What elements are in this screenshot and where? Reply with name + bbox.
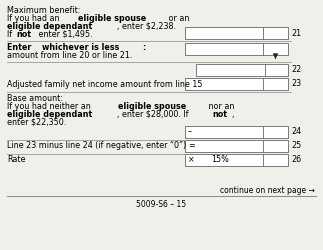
Text: 23: 23 bbox=[291, 80, 301, 88]
Text: Enter: Enter bbox=[7, 43, 34, 52]
Text: Line 23 minus line 24 (if negative, enter “0”): Line 23 minus line 24 (if negative, ente… bbox=[7, 141, 186, 150]
Text: ×: × bbox=[188, 156, 195, 164]
Text: Rate: Rate bbox=[7, 155, 26, 164]
Text: or an: or an bbox=[166, 14, 189, 23]
Text: eligible spouse: eligible spouse bbox=[78, 14, 146, 23]
Text: :: : bbox=[142, 43, 145, 52]
Text: If you had neither an: If you had neither an bbox=[7, 102, 93, 111]
Text: amount from line 20 or line 21.: amount from line 20 or line 21. bbox=[7, 51, 132, 60]
Text: 24: 24 bbox=[291, 128, 301, 136]
Text: whichever is less: whichever is less bbox=[42, 43, 120, 52]
Text: If you had an: If you had an bbox=[7, 14, 62, 23]
Text: , enter $2,238.: , enter $2,238. bbox=[117, 22, 176, 31]
Text: 26: 26 bbox=[291, 156, 301, 164]
Text: enter $22,350.: enter $22,350. bbox=[7, 118, 66, 127]
Text: not: not bbox=[213, 110, 227, 119]
Text: eligible dependant: eligible dependant bbox=[7, 110, 92, 119]
Text: eligible spouse: eligible spouse bbox=[118, 102, 187, 111]
Text: not: not bbox=[17, 30, 32, 39]
Text: Maximum benefit:: Maximum benefit: bbox=[7, 6, 80, 15]
Text: 25: 25 bbox=[291, 142, 301, 150]
Text: Base amount:: Base amount: bbox=[7, 94, 63, 103]
Text: 22: 22 bbox=[291, 66, 301, 74]
Text: 21: 21 bbox=[291, 28, 301, 38]
Bar bbox=[185, 27, 288, 39]
Text: enter $1,495.: enter $1,495. bbox=[36, 30, 93, 39]
Bar bbox=[196, 64, 288, 76]
Bar bbox=[185, 78, 288, 90]
Bar bbox=[185, 140, 288, 152]
Bar bbox=[185, 154, 288, 166]
Text: 5009-S6 – 15: 5009-S6 – 15 bbox=[136, 200, 186, 209]
Text: continue on next page →: continue on next page → bbox=[220, 186, 315, 195]
Text: Adjusted family net income amount from line 15: Adjusted family net income amount from l… bbox=[7, 80, 203, 89]
Bar bbox=[185, 126, 288, 138]
Bar bbox=[185, 43, 288, 55]
Text: , enter $28,000. If: , enter $28,000. If bbox=[117, 110, 191, 119]
Text: 15%: 15% bbox=[211, 156, 229, 164]
Text: ,: , bbox=[232, 110, 234, 119]
Text: nor an: nor an bbox=[206, 102, 235, 111]
Text: eligible dependant: eligible dependant bbox=[7, 22, 92, 31]
Text: If: If bbox=[7, 30, 15, 39]
Text: –: – bbox=[188, 128, 192, 136]
Text: =: = bbox=[188, 142, 195, 150]
